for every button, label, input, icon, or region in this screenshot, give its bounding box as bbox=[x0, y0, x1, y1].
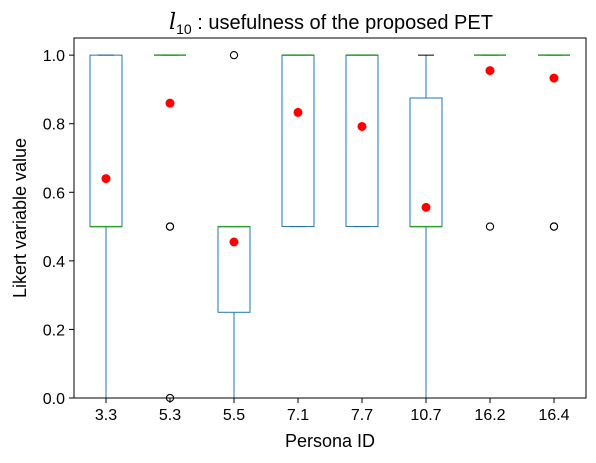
y-axis-label: Likert variable value bbox=[10, 138, 30, 298]
box-group bbox=[281, 54, 315, 228]
x-tick-label: 3.3 bbox=[95, 407, 117, 424]
mean-point bbox=[293, 107, 303, 117]
outlier-point bbox=[549, 222, 559, 231]
x-tick-label: 16.4 bbox=[538, 407, 569, 424]
chart-title: l10 : usefulness of the proposed PET bbox=[169, 10, 493, 37]
outlier-point bbox=[229, 50, 239, 60]
x-tick-label: 5.3 bbox=[159, 407, 181, 424]
y-tick-label: 0.8 bbox=[43, 117, 65, 134]
x-axis-label: Persona ID bbox=[285, 431, 375, 451]
y-tick-label: 0.6 bbox=[43, 185, 65, 202]
mean-point bbox=[421, 202, 431, 212]
outlier-point bbox=[485, 222, 495, 231]
box-group bbox=[154, 54, 186, 403]
box-group bbox=[474, 54, 506, 231]
y-tick-label: 0.0 bbox=[43, 391, 65, 408]
title-description: : usefulness of the proposed PET bbox=[192, 12, 493, 34]
title-math-symbol: l bbox=[169, 10, 176, 35]
box-group bbox=[538, 54, 570, 231]
x-axis: 3.3 5.3 5.5 7.1 7.7 10.7 16.2 16.4 bbox=[95, 398, 570, 424]
mean-point bbox=[101, 174, 111, 184]
box-group bbox=[89, 54, 123, 399]
x-tick-label: 5.5 bbox=[223, 407, 245, 424]
box-group bbox=[217, 50, 251, 399]
box-group bbox=[345, 54, 379, 228]
y-tick-label: 0.2 bbox=[43, 322, 65, 339]
x-tick-label: 7.1 bbox=[287, 407, 309, 424]
outlier-point bbox=[165, 222, 175, 231]
y-axis: 0.0 0.2 0.4 0.6 0.8 1.0 bbox=[43, 48, 74, 408]
mean-point bbox=[229, 237, 239, 247]
y-tick-label: 1.0 bbox=[43, 48, 65, 65]
x-tick-label: 7.7 bbox=[351, 407, 373, 424]
mean-point bbox=[357, 121, 367, 131]
mean-point bbox=[165, 98, 175, 108]
mean-point bbox=[549, 73, 559, 83]
box-body bbox=[345, 54, 379, 228]
box-body bbox=[89, 54, 123, 228]
box-body bbox=[281, 54, 315, 228]
plot-frame bbox=[73, 37, 587, 399]
x-tick-label: 16.2 bbox=[474, 407, 505, 424]
box-group bbox=[409, 54, 443, 399]
x-tick-label: 10.7 bbox=[410, 407, 441, 424]
title-math-subscript: 10 bbox=[176, 21, 192, 37]
plot-content bbox=[89, 50, 570, 403]
mean-point bbox=[485, 66, 495, 76]
y-tick-label: 0.4 bbox=[43, 254, 65, 271]
